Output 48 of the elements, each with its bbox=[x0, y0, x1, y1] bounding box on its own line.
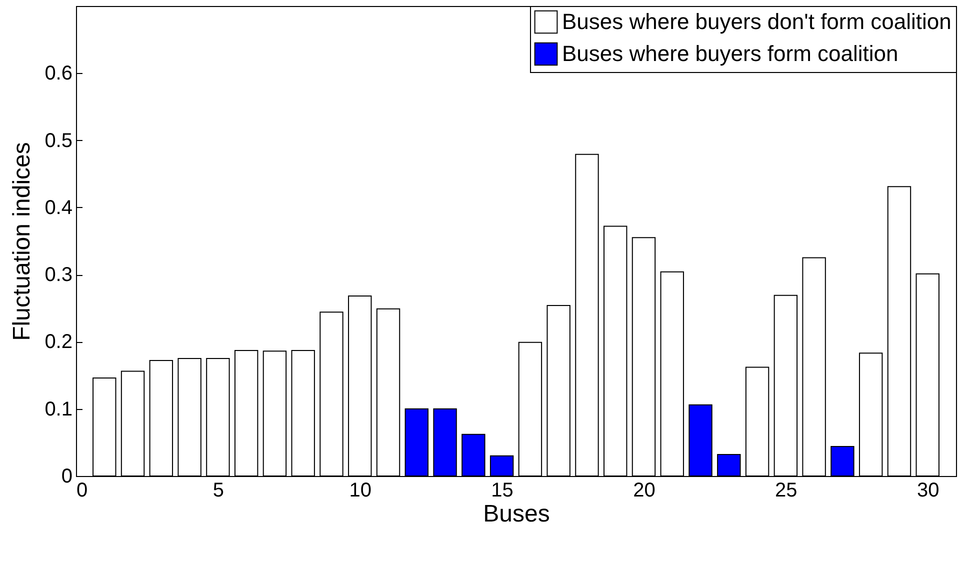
bar bbox=[178, 358, 202, 476]
bar bbox=[120, 370, 145, 476]
legend-label: Buses where buyers form coalition bbox=[562, 41, 898, 66]
bar bbox=[462, 434, 486, 476]
bar bbox=[546, 304, 570, 476]
x-axis-title: Buses bbox=[483, 500, 550, 528]
bar bbox=[149, 360, 174, 476]
bar bbox=[887, 186, 912, 476]
bar bbox=[858, 352, 883, 476]
x-tick-label: 0 bbox=[76, 480, 88, 502]
bar bbox=[404, 408, 428, 476]
x-tick-label: 20 bbox=[633, 480, 656, 502]
bar bbox=[830, 446, 854, 476]
bar bbox=[632, 237, 656, 476]
y-tick-label: 0.4 bbox=[44, 196, 72, 219]
bar bbox=[717, 454, 741, 476]
bar bbox=[490, 455, 514, 476]
x-tick-label: 30 bbox=[916, 480, 940, 502]
bar bbox=[320, 312, 344, 476]
y-tick-label: 0.5 bbox=[44, 130, 72, 152]
bar bbox=[745, 366, 770, 476]
bar bbox=[575, 154, 599, 476]
y-tick-label: 0.3 bbox=[44, 264, 72, 286]
y-tick-label: 0.2 bbox=[44, 331, 72, 354]
bar bbox=[206, 358, 230, 476]
bar bbox=[916, 273, 940, 476]
bar bbox=[348, 296, 372, 476]
bar bbox=[262, 350, 287, 476]
bar bbox=[291, 350, 315, 476]
bar bbox=[433, 408, 457, 476]
x-tick-label: 25 bbox=[775, 480, 798, 502]
bar bbox=[376, 308, 400, 476]
bar bbox=[660, 271, 684, 476]
bar bbox=[604, 226, 628, 476]
y-tick-label: 0.1 bbox=[44, 398, 72, 420]
legend-label: Buses where buyers don't form coalition bbox=[562, 9, 952, 34]
y-tick-label: 0 bbox=[61, 466, 72, 488]
bar bbox=[688, 404, 712, 476]
bar bbox=[234, 350, 258, 476]
x-tick-label: 5 bbox=[212, 480, 224, 502]
y-tick-label: 0.6 bbox=[44, 62, 72, 85]
bar bbox=[92, 377, 116, 476]
x-tick-label: 15 bbox=[491, 480, 514, 502]
x-tick-label: 10 bbox=[349, 480, 372, 502]
y-axis-title: Fluctuation indices bbox=[8, 142, 36, 341]
bar bbox=[802, 257, 826, 476]
bar bbox=[518, 342, 542, 476]
bar bbox=[774, 294, 798, 476]
